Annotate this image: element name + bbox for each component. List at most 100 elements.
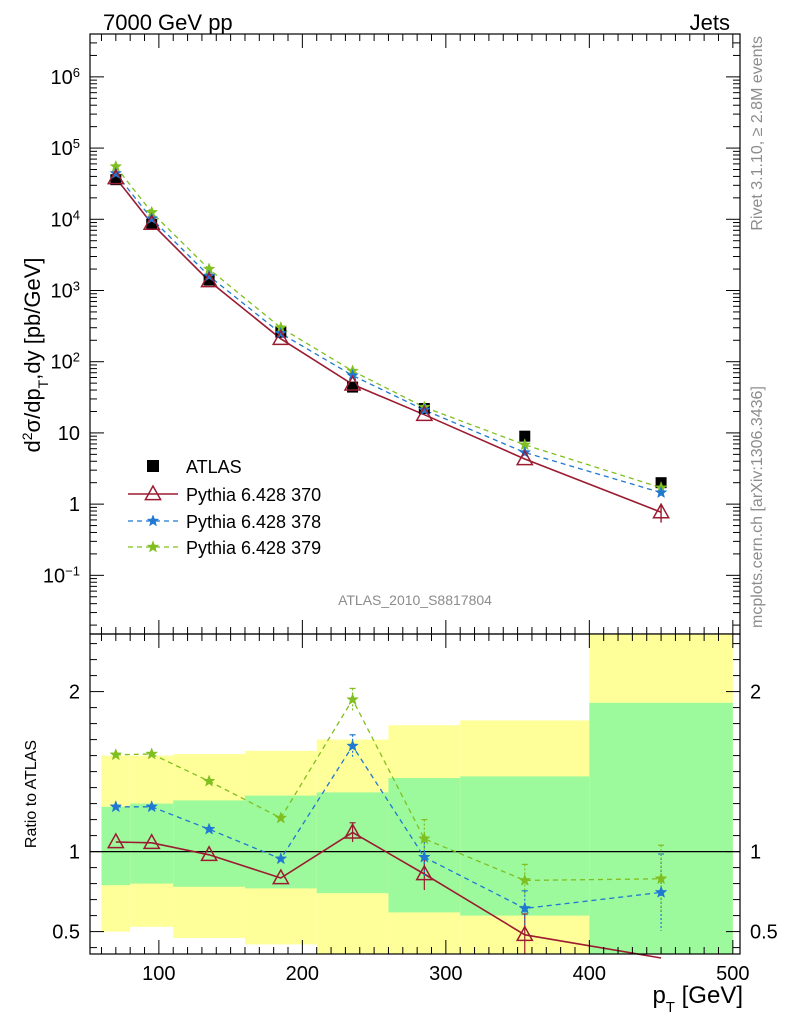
ratio-p379-point bbox=[518, 873, 532, 886]
atlas-point bbox=[519, 430, 531, 442]
main-ytick-label: 104 bbox=[51, 207, 80, 232]
p370-point bbox=[515, 449, 534, 466]
legend-entry-2: Pythia 6.428 378 bbox=[186, 512, 321, 532]
ratio-ytick-label-right: 0.5 bbox=[750, 922, 778, 944]
p378-point bbox=[417, 403, 431, 416]
ratio-ytick-label-left: 1 bbox=[69, 842, 80, 864]
p370-point bbox=[415, 405, 434, 422]
main-line-3 bbox=[115, 166, 662, 489]
main-ytick-label-exp: 3 bbox=[73, 278, 80, 293]
p370-point bbox=[200, 271, 218, 288]
ratio-p379-point bbox=[202, 774, 216, 787]
ratio-line-1 bbox=[115, 744, 662, 910]
legend-marker-370 bbox=[144, 484, 162, 501]
ratio-xtick-label: 300 bbox=[429, 963, 462, 985]
ratio-p378-point bbox=[202, 822, 216, 835]
main-y-axis-label: d2σ/dpT,dy [pb/GeV] bbox=[19, 257, 51, 452]
main-ytick-label-exp: 4 bbox=[73, 207, 80, 222]
main-ytick-label: 106 bbox=[51, 64, 80, 89]
ratio-p378-point bbox=[274, 852, 288, 865]
main-ytick-label: 102 bbox=[51, 349, 80, 374]
ratio-xtick-label: 400 bbox=[573, 963, 606, 985]
main-ytick-label-exp: 5 bbox=[73, 136, 80, 151]
ratio-p370-point bbox=[271, 868, 290, 885]
main-ytick-label-exp: 2 bbox=[73, 349, 80, 364]
main-ytick-label-base: 10 bbox=[51, 209, 73, 231]
p378-point bbox=[145, 212, 159, 225]
header-left: 7000 GeV pp bbox=[103, 10, 233, 35]
ratio-xtick-label: 200 bbox=[286, 963, 319, 985]
main-ytick-label-base: 10 bbox=[51, 352, 73, 374]
ratio-p370-point bbox=[142, 833, 161, 850]
analysis-label: ATLAS_2010_S8817804 bbox=[338, 592, 492, 608]
ratio-p378-point bbox=[346, 739, 359, 752]
ratio-band-inner bbox=[589, 702, 733, 954]
ratio-band-inner bbox=[316, 792, 389, 894]
atlas-point bbox=[146, 218, 158, 230]
ratio-xtick-label: 500 bbox=[716, 963, 749, 985]
main-ytick-label-exp: 6 bbox=[73, 64, 80, 79]
ratio-ytick-label-right: 2 bbox=[750, 682, 761, 704]
ratio-band-inner bbox=[173, 800, 245, 887]
ratio-p379-point bbox=[109, 748, 123, 761]
ratio-p378-point bbox=[654, 885, 668, 898]
legend-entry-0: ATLAS bbox=[186, 457, 242, 477]
ratio-p378-point bbox=[417, 850, 431, 863]
ratio-p370-point bbox=[343, 822, 362, 839]
legend-marker-378 bbox=[146, 514, 160, 527]
main-ytick-label-base: 10 bbox=[58, 423, 80, 445]
ratio-p378-point bbox=[109, 800, 123, 813]
main-ytick-label-base: 10 bbox=[51, 138, 73, 160]
ratio-ytick-label-right: 1 bbox=[750, 842, 761, 864]
ratio-p370-point bbox=[415, 864, 434, 881]
ratio-line-2 bbox=[115, 698, 662, 882]
ratio-y-axis-label: Ratio to ATLAS bbox=[23, 740, 40, 848]
main-ytick-label-base: 10 bbox=[43, 565, 65, 587]
main-ytick-label-base: 10 bbox=[51, 280, 73, 302]
main-ytick-label-base: 10 bbox=[51, 67, 73, 89]
p370-point bbox=[343, 374, 362, 391]
atlas-point bbox=[203, 274, 215, 286]
ratio-p379-point bbox=[346, 692, 359, 706]
atlas-point bbox=[347, 381, 359, 393]
legend-entry-1: Pythia 6.428 370 bbox=[186, 485, 321, 505]
main-ytick-label: 10−1 bbox=[43, 563, 80, 588]
ratio-ytick-label-left: 0.5 bbox=[52, 922, 80, 944]
rivet-label: Rivet 3.1.10, ≥ 2.8M events bbox=[749, 36, 766, 231]
legend-marker-atlas bbox=[147, 460, 159, 472]
ratio-band-inner bbox=[460, 776, 590, 916]
main-ytick-label: 105 bbox=[51, 136, 80, 161]
p370-point bbox=[271, 329, 290, 346]
ratio-p379-point bbox=[145, 747, 159, 760]
legend-entry-3: Pythia 6.428 379 bbox=[186, 538, 321, 558]
legend-marker-379 bbox=[146, 540, 160, 553]
ratio-p370-point bbox=[515, 925, 534, 942]
ratio-band-inner bbox=[101, 806, 131, 886]
header-right: Jets bbox=[690, 10, 730, 35]
p378-point bbox=[109, 166, 123, 179]
ratio-p378-point bbox=[518, 901, 532, 914]
p370-point bbox=[106, 168, 125, 185]
p370-point bbox=[142, 214, 161, 230]
main-ytick-label: 103 bbox=[51, 278, 80, 303]
p378-point bbox=[274, 326, 288, 339]
ratio-p379-point bbox=[274, 811, 288, 824]
legend: ATLAS Pythia 6.428 370 Pythia 6.428 378 Pyt… bbox=[128, 457, 321, 558]
p378-point bbox=[654, 485, 668, 499]
mcplots-label: mcplots.cern.ch [arXiv:1306.3436] bbox=[749, 386, 766, 628]
main-line-2 bbox=[115, 173, 662, 494]
main-line-1 bbox=[115, 177, 662, 513]
ratio-p379-point bbox=[654, 872, 668, 885]
main-ytick-label-exp: −1 bbox=[65, 563, 80, 578]
ratio-p379-point bbox=[417, 832, 431, 845]
ratio-p378-point bbox=[145, 800, 159, 813]
ratio-line-0 bbox=[115, 831, 662, 959]
atlas-point bbox=[110, 174, 122, 186]
ratio-p370-point bbox=[106, 832, 125, 849]
ratio-frame bbox=[89, 633, 741, 955]
ratio-band-inner bbox=[244, 795, 317, 889]
ratio-p370-point bbox=[200, 845, 218, 862]
